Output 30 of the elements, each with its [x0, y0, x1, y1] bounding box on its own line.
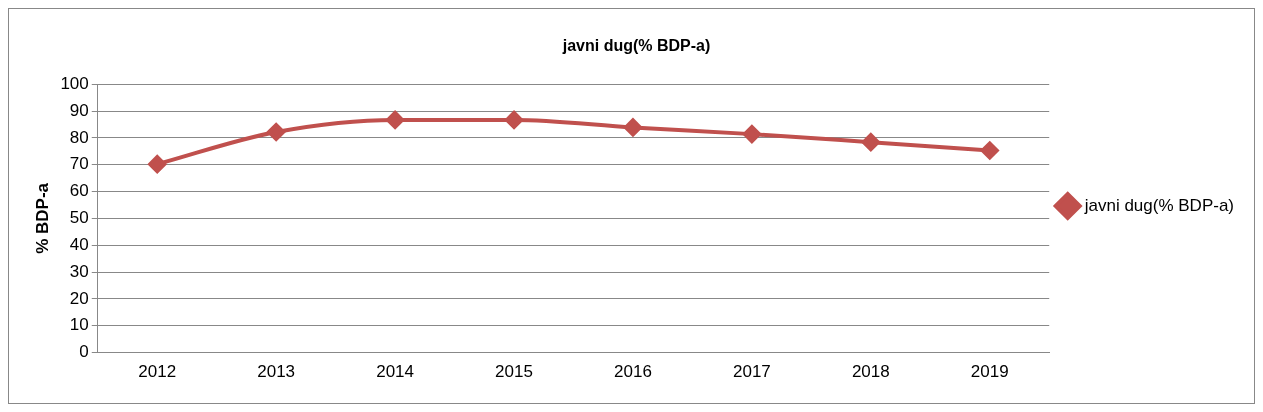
x-tick-label: 2017 [732, 362, 771, 382]
point [742, 125, 761, 144]
point [267, 122, 286, 141]
point [148, 155, 167, 174]
y-tick-label: 100 [60, 73, 89, 93]
y-tick-label: 70 [69, 154, 89, 174]
y-tick-label: 30 [69, 261, 89, 281]
y-axis-title: % BDP-a [32, 182, 52, 254]
y-tick-label: 0 [79, 342, 89, 362]
x-tick-label: 2018 [851, 362, 890, 382]
y-tick-label: 20 [69, 288, 89, 308]
point [623, 118, 642, 137]
x-tick-label: 2019 [970, 362, 1009, 382]
y-tick-label: 40 [69, 234, 89, 254]
y-tick-label: 80 [69, 127, 89, 147]
x-tick-label: 2016 [614, 362, 652, 382]
y-tick-label: 10 [69, 315, 89, 335]
point [980, 141, 999, 160]
y-tick-label: 90 [69, 100, 89, 120]
point [861, 133, 880, 152]
chart-title: javni dug(% BDP-a) [561, 37, 711, 55]
point [386, 110, 405, 129]
x-tick-label: 2013 [257, 362, 296, 382]
x-tick-label: 2012 [138, 362, 177, 382]
legend-label: javni dug(% BDP-a) [1083, 195, 1234, 215]
x-tick-label: 2014 [376, 362, 415, 382]
x-tick-label: 2015 [495, 362, 533, 382]
point [505, 110, 524, 129]
y-tick-label: 60 [69, 181, 89, 201]
y-tick-label: 50 [69, 208, 89, 228]
